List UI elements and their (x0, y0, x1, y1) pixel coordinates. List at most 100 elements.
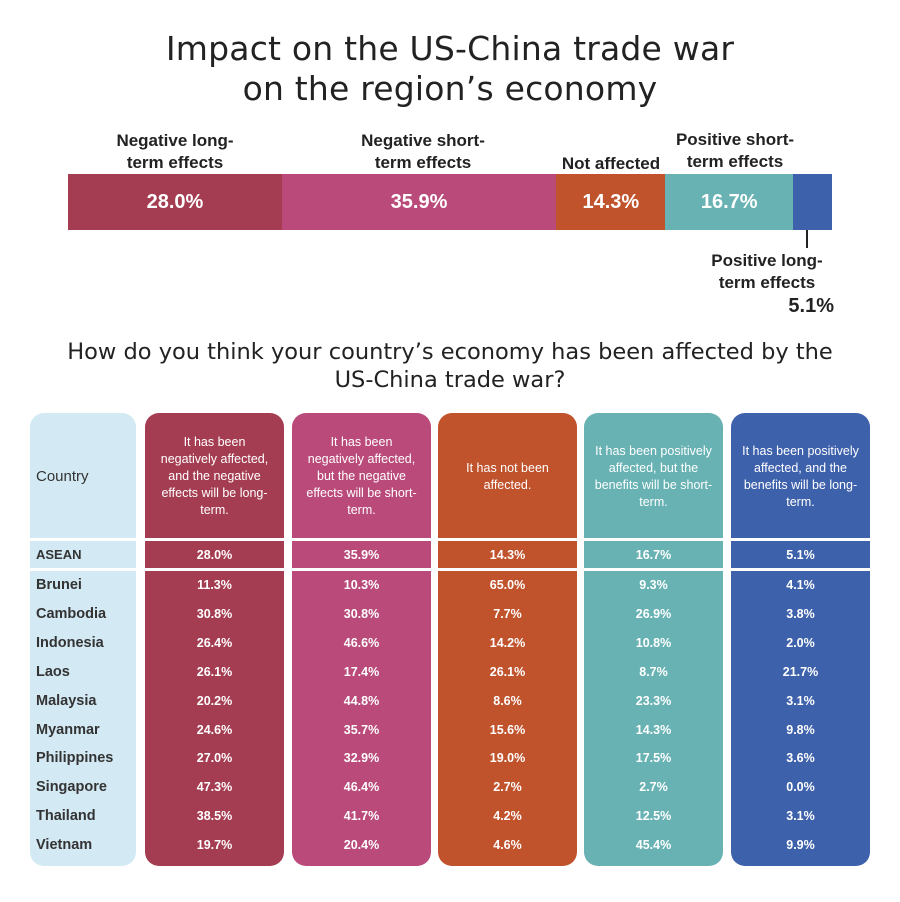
category-label-2: Negative short-term effects (333, 130, 513, 174)
table-cell-value: 11.3% (197, 578, 232, 592)
header-text: It has been positively affected, and the b… (742, 443, 859, 511)
header-line: effects will be long- (161, 486, 268, 500)
table-cell-value: 26.9% (635, 606, 672, 621)
table-cell-value: 35.7% (343, 722, 380, 737)
bar-value-label-3: 14.3% (582, 191, 640, 213)
country-name: Singapore (36, 779, 107, 796)
table-cell-value: 20.2% (196, 693, 233, 708)
country-column-header: Country (36, 468, 89, 485)
category-label-line: Negative long- (116, 131, 234, 150)
table-cell-value: 44.8% (343, 693, 380, 708)
row-separator-2 (30, 568, 870, 571)
table-cell-value: 4.1% (786, 578, 815, 592)
table-cell-value: 9.9% (786, 838, 815, 853)
response-column-4 (584, 413, 723, 866)
table-title-line-1: How do you think your country’s economy … (67, 339, 833, 365)
summary-value: 14.3% (489, 548, 526, 562)
category-label-5: Positive long-term effects (690, 250, 844, 294)
header-line: term. (347, 503, 376, 517)
country-name: Indonesia (36, 634, 104, 651)
response-column-5 (731, 413, 870, 866)
table-cell-value: 38.5% (196, 809, 233, 824)
category-label-line: Negative short- (361, 131, 485, 150)
table-cell-value: 17.4% (343, 664, 380, 679)
table-cell-value: 3.6% (786, 751, 815, 766)
category-label-line: Positive short- (675, 130, 795, 149)
category-label-line: term effects (126, 153, 224, 172)
table-cell-value: 4.2% (493, 809, 522, 824)
table-cell-value: 45.4% (635, 838, 672, 853)
table-cell-value: 41.7% (343, 809, 380, 824)
table-cell-value: 17.5% (635, 751, 672, 766)
table-cell-value: 30.8% (343, 606, 380, 621)
table-title-line-2: US-China trade war? (334, 367, 566, 393)
table-cell-value: 26.1% (489, 664, 526, 679)
response-column-header-4: It has been positively affected, but the b… (584, 413, 723, 540)
header-line: It has been (183, 435, 246, 449)
header-line: benefits will be long- (743, 477, 858, 492)
table-cell-value: 4.6% (493, 838, 522, 853)
response-column-header-5: It has been positively affected, and the b… (731, 413, 870, 540)
table-cell-value: 8.6% (493, 693, 522, 708)
header-line: It has not been (466, 460, 549, 475)
response-column-header-2: It has been negatively affected, but the n… (292, 413, 431, 540)
header-line: affected. (483, 477, 532, 492)
bar-value-label-5: 5.1% (788, 295, 834, 317)
bar-value-label-2: 35.9% (390, 191, 448, 213)
country-column (30, 413, 136, 866)
response-column-header-1: It has been negatively affected, and the n… (145, 413, 284, 540)
summary-value: 35.9% (343, 548, 380, 562)
table-cell-value: 2.7% (493, 780, 522, 795)
bar-value-label-4: 16.7% (700, 191, 758, 213)
response-column-2 (292, 413, 431, 866)
table-cell-value: 47.3% (196, 780, 233, 795)
table-cell-value: 0.0% (786, 780, 815, 795)
table-cell-value: 3.1% (786, 693, 815, 708)
table-cell-value: 9.8% (786, 722, 815, 737)
country-name: Cambodia (36, 605, 107, 622)
bar-segment-3 (556, 174, 666, 230)
summary-value: 16.7% (635, 548, 672, 562)
response-column-3 (438, 413, 577, 866)
table-cell-value: 8.7% (639, 664, 668, 679)
table-cell-value: 21.7% (782, 664, 819, 679)
callout-line (806, 230, 808, 248)
country-name: Vietnam (36, 837, 93, 854)
response-column-1 (145, 413, 284, 866)
category-label-1: Negative long-term effects (85, 130, 265, 174)
category-label-line: Positive long- (711, 251, 823, 270)
header-line: It has been positively (595, 443, 712, 458)
table-cell-value: 10.8% (635, 635, 672, 650)
header-line: term. (639, 494, 668, 509)
country-name: Malaysia (36, 692, 97, 709)
response-column-header-3: It has not been affected. (438, 413, 577, 540)
table-cell-value: 14.2% (489, 635, 526, 650)
chart-title-line-1: Impact on the US-China trade war (165, 29, 735, 68)
header-line: affected, but the (608, 460, 699, 475)
country-name: Brunei (36, 577, 82, 593)
category-label-3: Not affected (521, 153, 701, 175)
header-line: and the negative (168, 469, 261, 483)
header-line: benefits will be short- (594, 477, 713, 492)
table-cell-value: 15.6% (489, 722, 526, 737)
header-line: It has been positively (742, 443, 859, 458)
table-cell-value: 3.8% (786, 606, 815, 621)
header-line: negatively affected, (307, 452, 416, 466)
category-label-line: Not affected (561, 154, 661, 173)
table-cell-value: 23.3% (635, 693, 672, 708)
country-name: Laos (36, 663, 70, 680)
table-cell-value: 19.0% (489, 751, 526, 766)
bar-segment-1 (68, 174, 283, 230)
header-line: negatively affected, (160, 452, 269, 466)
table-cell-value: 30.8% (196, 606, 233, 621)
table-cell-value: 19.7% (196, 838, 233, 853)
table-cell-value: 46.4% (343, 780, 380, 795)
table-cell-value: 24.6% (196, 722, 233, 737)
header-line: term. (786, 494, 815, 509)
header-text: It has been positively affected, but the b… (595, 443, 712, 511)
table-cell-value: 20.4% (343, 838, 380, 853)
bar-segment-4 (665, 174, 794, 230)
row-separator-1 (30, 538, 870, 541)
table-cell-value: 10.3% (343, 578, 380, 592)
country-name: Myanmar (36, 721, 100, 738)
